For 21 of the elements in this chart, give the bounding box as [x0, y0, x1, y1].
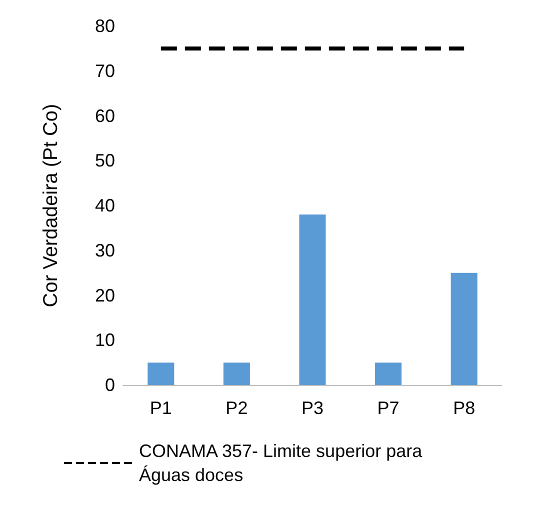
x-tick-label: P7 [377, 398, 400, 418]
bar [148, 362, 174, 385]
bar [299, 214, 326, 385]
y-tick-label: 60 [94, 106, 115, 126]
y-tick-label: 50 [94, 150, 115, 171]
y-tick-label: 10 [94, 330, 115, 350]
y-tick-label: 40 [94, 196, 115, 216]
x-tick-label: P2 [226, 398, 248, 418]
bar [450, 272, 478, 385]
legend-label: CONAMA 357- Limite superior para Águas doces [139, 441, 428, 485]
y-axis-title: Cor Verdadeira (Pt Co) [40, 104, 62, 308]
y-tick-label: 20 [94, 285, 115, 306]
x-tick-label: P3 [301, 398, 324, 418]
x-tick-label: P8 [453, 398, 476, 418]
y-tick-label: 80 [94, 16, 115, 36]
bar [223, 362, 250, 385]
y-tick-label: 70 [94, 60, 115, 81]
y-tick-label: 30 [94, 240, 115, 260]
bar [375, 362, 402, 385]
x-tick-label: P1 [150, 398, 172, 418]
y-tick-label: 0 [104, 375, 115, 395]
